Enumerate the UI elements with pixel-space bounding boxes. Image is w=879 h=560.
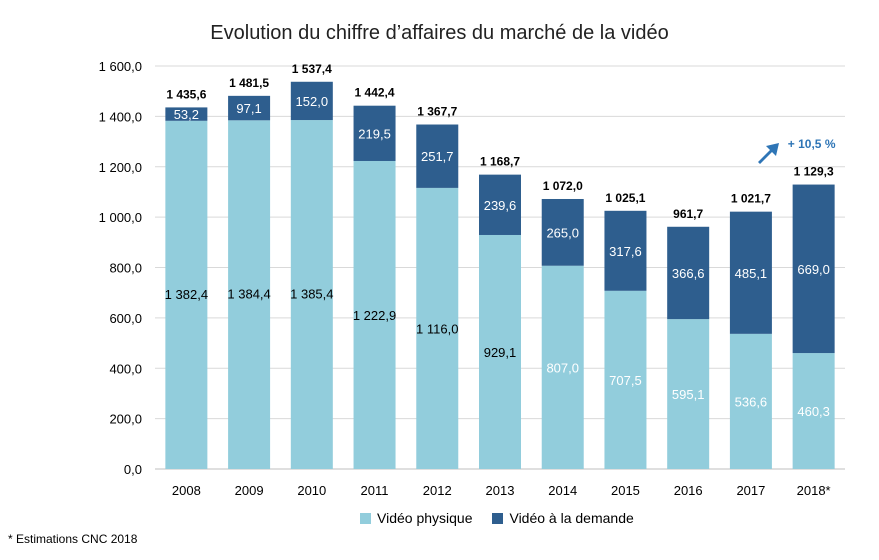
- bar-physique: [729, 333, 772, 469]
- bar-vod: [228, 95, 271, 121]
- data-label-physique: 460,3: [797, 404, 830, 419]
- data-label-vod: 219,5: [358, 126, 391, 141]
- bar-physique: [416, 187, 459, 469]
- bar-physique: [228, 120, 271, 469]
- data-label-vod: 152,0: [296, 94, 329, 109]
- total-label: 1 021,7: [731, 192, 771, 206]
- legend-label-vod: Vidéo à la demande: [509, 510, 634, 526]
- x-tick-label: 2015: [611, 483, 640, 498]
- legend-item-vod: Vidéo à la demande: [492, 510, 634, 526]
- total-label: 1 168,7: [480, 155, 520, 169]
- x-tick-label: 2008: [172, 483, 201, 498]
- bar-vod: [541, 198, 584, 266]
- legend-swatch-physique: [360, 512, 371, 524]
- y-tick-label: 800,0: [109, 261, 142, 276]
- data-label-vod: 53,2: [174, 107, 199, 122]
- chart-title: Evolution du chiffre d’affaires du march…: [210, 22, 669, 44]
- stacked-bar-chart: 0,0 200,0 400,0 600,0 800,0 1 000,0 1 200,0 1 4…: [99, 59, 845, 498]
- bar-vod: [290, 81, 333, 121]
- bar-vod: [729, 211, 772, 334]
- x-tick-label: 2016: [674, 483, 703, 498]
- bar-vod: [353, 105, 396, 161]
- data-label-vod: 97,1: [236, 101, 261, 116]
- data-label-physique: 1 385,4: [290, 287, 333, 302]
- annotation-text: + 10,5 %: [788, 137, 836, 151]
- data-label-physique: 929,1: [484, 345, 517, 360]
- footnote: * Estimations CNC 2018: [8, 532, 138, 546]
- y-tick-label: 1 400,0: [99, 109, 142, 124]
- total-label: 1 435,6: [166, 87, 206, 101]
- legend-item-physique: Vidéo physique: [360, 510, 472, 526]
- data-label-physique: 1 222,9: [353, 308, 396, 323]
- total-label: 1 442,4: [355, 86, 395, 100]
- data-label-physique: 1 382,4: [165, 287, 208, 302]
- data-label-physique: 536,6: [735, 394, 768, 409]
- y-tick-label: 1 000,0: [99, 210, 142, 225]
- x-tick-label: 2017: [736, 483, 765, 498]
- data-label-physique: 807,0: [546, 360, 579, 375]
- data-label-vod: 317,6: [609, 244, 642, 259]
- total-label: 1 129,3: [794, 165, 834, 179]
- total-label: 1 537,4: [292, 62, 332, 76]
- data-label-physique: 595,1: [672, 387, 705, 402]
- x-tick-label: 2018*: [797, 483, 831, 498]
- x-tick-label: 2010: [297, 483, 326, 498]
- x-tick-label: 2011: [361, 483, 389, 498]
- y-tick-label: 400,0: [109, 361, 142, 376]
- total-label: 1 367,7: [417, 105, 457, 119]
- x-tick-label: 2012: [423, 483, 452, 498]
- data-label-physique: 1 116,0: [416, 321, 458, 336]
- total-label: 1 025,1: [605, 191, 645, 205]
- legend: Vidéo physique Vidéo à la demande: [360, 510, 634, 526]
- y-tick-label: 600,0: [109, 311, 142, 326]
- total-label: 1 481,5: [229, 76, 269, 90]
- y-tick-label: 1 200,0: [99, 160, 142, 175]
- bar-physique: [604, 290, 647, 469]
- bar-physique: [479, 234, 521, 469]
- bar-vod: [667, 226, 710, 320]
- legend-label-physique: Vidéo physique: [377, 510, 473, 526]
- data-label-physique: 707,5: [609, 373, 642, 388]
- bar-vod: [792, 184, 835, 354]
- data-label-vod: 485,1: [735, 266, 768, 281]
- y-tick-label: 1 600,0: [99, 59, 142, 74]
- data-label-vod: 265,0: [546, 225, 579, 240]
- bar-physique: [290, 120, 333, 470]
- total-label: 1 072,0: [543, 179, 583, 193]
- x-tick-label: 2009: [235, 483, 264, 498]
- x-tick-label: 2014: [548, 483, 577, 498]
- bar-vod: [604, 210, 647, 291]
- data-label-physique: 1 384,4: [227, 287, 270, 302]
- y-tick-label: 0,0: [124, 462, 142, 477]
- x-tick-label: 2013: [486, 483, 515, 498]
- bar-vod: [165, 107, 208, 121]
- y-tick-label: 200,0: [109, 412, 142, 427]
- growth-arrow-icon: [758, 143, 779, 164]
- bar-physique: [792, 353, 835, 469]
- data-label-vod: 669,0: [797, 262, 830, 277]
- bar-physique: [667, 319, 710, 469]
- bar-physique: [353, 160, 396, 469]
- data-label-vod: 239,6: [484, 198, 517, 213]
- bar-physique: [165, 120, 208, 470]
- total-label: 961,7: [673, 207, 703, 221]
- data-label-vod: 366,6: [672, 266, 705, 281]
- legend-swatch-vod: [492, 512, 504, 524]
- bar-vod: [416, 124, 459, 188]
- data-label-vod: 251,7: [421, 149, 454, 164]
- bar-vod: [479, 174, 521, 235]
- bar-physique: [541, 265, 584, 469]
